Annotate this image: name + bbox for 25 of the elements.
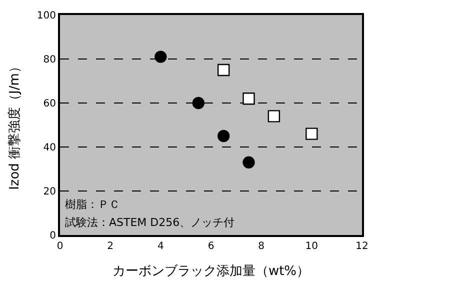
- x-tick-label: 10: [305, 241, 318, 252]
- annotation: 試験法：ASTEM D256、ノッチ付: [65, 216, 235, 229]
- y-tick-label: 60: [43, 98, 56, 110]
- y-tick-label: 0: [50, 230, 56, 242]
- point: [242, 156, 255, 168]
- point: [306, 128, 318, 140]
- point: [154, 50, 167, 63]
- y-tick-label: 100: [36, 10, 56, 22]
- x-tick-label: 12: [356, 241, 368, 252]
- point: [268, 110, 280, 122]
- x-tick-label: 6: [208, 241, 214, 252]
- point: [192, 96, 205, 110]
- point: [217, 64, 230, 76]
- x-tick-label: 8: [258, 241, 265, 252]
- y-tick-label: 40: [43, 142, 56, 154]
- point: [217, 130, 230, 142]
- y-axis-title: Izod 衝撃強度（J/m）: [6, 60, 22, 190]
- x-tick-label: 4: [157, 241, 164, 252]
- y-tick-label: 20: [43, 186, 56, 198]
- point: [242, 92, 255, 105]
- x-axis-title: カーボンブラック添加量（wt%）: [112, 264, 310, 280]
- x-tick-label: 0: [56, 241, 64, 252]
- y-tick-label: 80: [43, 54, 56, 66]
- annotation: 樹脂：ＰＣ: [65, 198, 120, 211]
- x-tick-label: 2: [107, 241, 114, 252]
